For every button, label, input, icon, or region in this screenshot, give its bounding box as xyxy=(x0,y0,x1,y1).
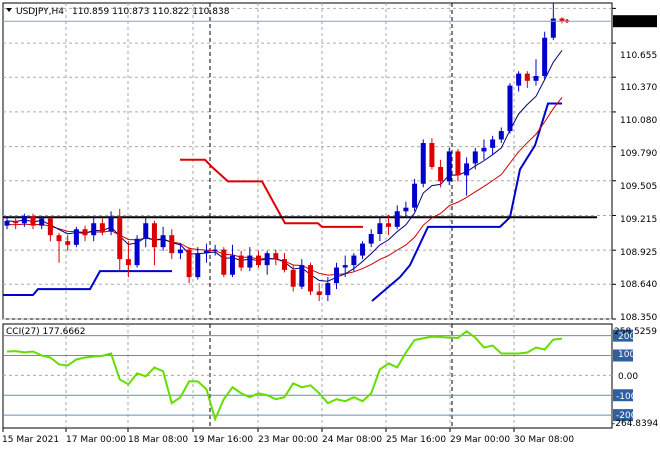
indicator-panel-frame xyxy=(2,323,613,429)
candle-body xyxy=(117,217,123,260)
candle-body xyxy=(325,283,331,296)
candle-body xyxy=(151,223,157,248)
candle-body xyxy=(238,255,244,268)
candle-body xyxy=(490,139,496,148)
candle-body xyxy=(481,147,487,152)
candle-body xyxy=(472,151,478,164)
candle-body xyxy=(351,255,357,266)
candle-body xyxy=(282,259,287,270)
candle-body xyxy=(412,183,418,208)
candle-body xyxy=(39,218,45,226)
candle-body xyxy=(247,255,253,268)
candle-body xyxy=(420,143,426,184)
candle-body xyxy=(403,207,409,212)
candle-body xyxy=(134,238,140,266)
candle-body xyxy=(507,85,513,132)
candle-body xyxy=(429,143,435,167)
candle-body xyxy=(264,253,270,266)
candle-body xyxy=(342,265,348,268)
candle-body xyxy=(533,76,539,81)
candle-body xyxy=(177,249,183,254)
candle-body xyxy=(160,235,166,248)
candle-body xyxy=(316,291,322,296)
candle-body xyxy=(368,234,374,244)
candle-body xyxy=(212,249,218,251)
candle-body xyxy=(290,269,296,287)
candle-body xyxy=(542,37,548,77)
candle-body xyxy=(203,250,209,254)
candle-body xyxy=(559,18,565,21)
main-panel-frame xyxy=(2,2,613,320)
candle-body xyxy=(143,223,149,239)
candle-body xyxy=(516,73,522,86)
candle-body xyxy=(13,220,19,224)
cci-line xyxy=(6,330,563,423)
candle-body xyxy=(30,216,36,226)
ma-slow-line xyxy=(6,97,563,276)
candle-body xyxy=(386,223,392,227)
candle-body xyxy=(47,218,53,236)
candle-body xyxy=(394,211,400,227)
candle-body xyxy=(73,229,79,245)
cci-level-box xyxy=(613,409,633,422)
candle-body xyxy=(195,253,201,278)
channel-lower-line-right xyxy=(371,102,562,302)
candle-body xyxy=(377,223,383,235)
candle-body xyxy=(464,163,470,176)
candle-body xyxy=(221,249,227,275)
candle-body xyxy=(334,267,340,284)
candle-body xyxy=(186,249,192,278)
candle-body xyxy=(299,265,305,287)
channel-upper-line xyxy=(180,158,363,228)
candle-body xyxy=(308,265,314,292)
candle-body xyxy=(99,223,105,232)
candle-body xyxy=(273,253,279,260)
candle-body xyxy=(125,259,131,266)
candle-body xyxy=(524,73,530,81)
candle-body xyxy=(91,223,97,236)
candle-body xyxy=(255,255,261,266)
candle-body xyxy=(229,255,235,275)
candle-body xyxy=(108,217,114,232)
candle-body xyxy=(360,243,366,256)
candle-body xyxy=(455,151,461,176)
candle-body xyxy=(498,131,504,140)
candle-body xyxy=(82,229,88,236)
candle-body xyxy=(550,18,556,38)
current-price-box xyxy=(613,15,657,28)
candle-body xyxy=(438,166,444,182)
candle-body xyxy=(21,216,27,224)
cci-level-box xyxy=(613,349,633,362)
candle-body xyxy=(169,235,175,254)
cci-level-box xyxy=(613,329,633,342)
candle-body xyxy=(446,151,452,182)
candle-body xyxy=(4,220,10,226)
cci-level-box xyxy=(613,389,633,402)
channel-lower-line-left xyxy=(3,270,172,297)
candle-body xyxy=(65,241,71,245)
ma-fast-line xyxy=(6,50,563,282)
candle-body xyxy=(56,235,62,242)
